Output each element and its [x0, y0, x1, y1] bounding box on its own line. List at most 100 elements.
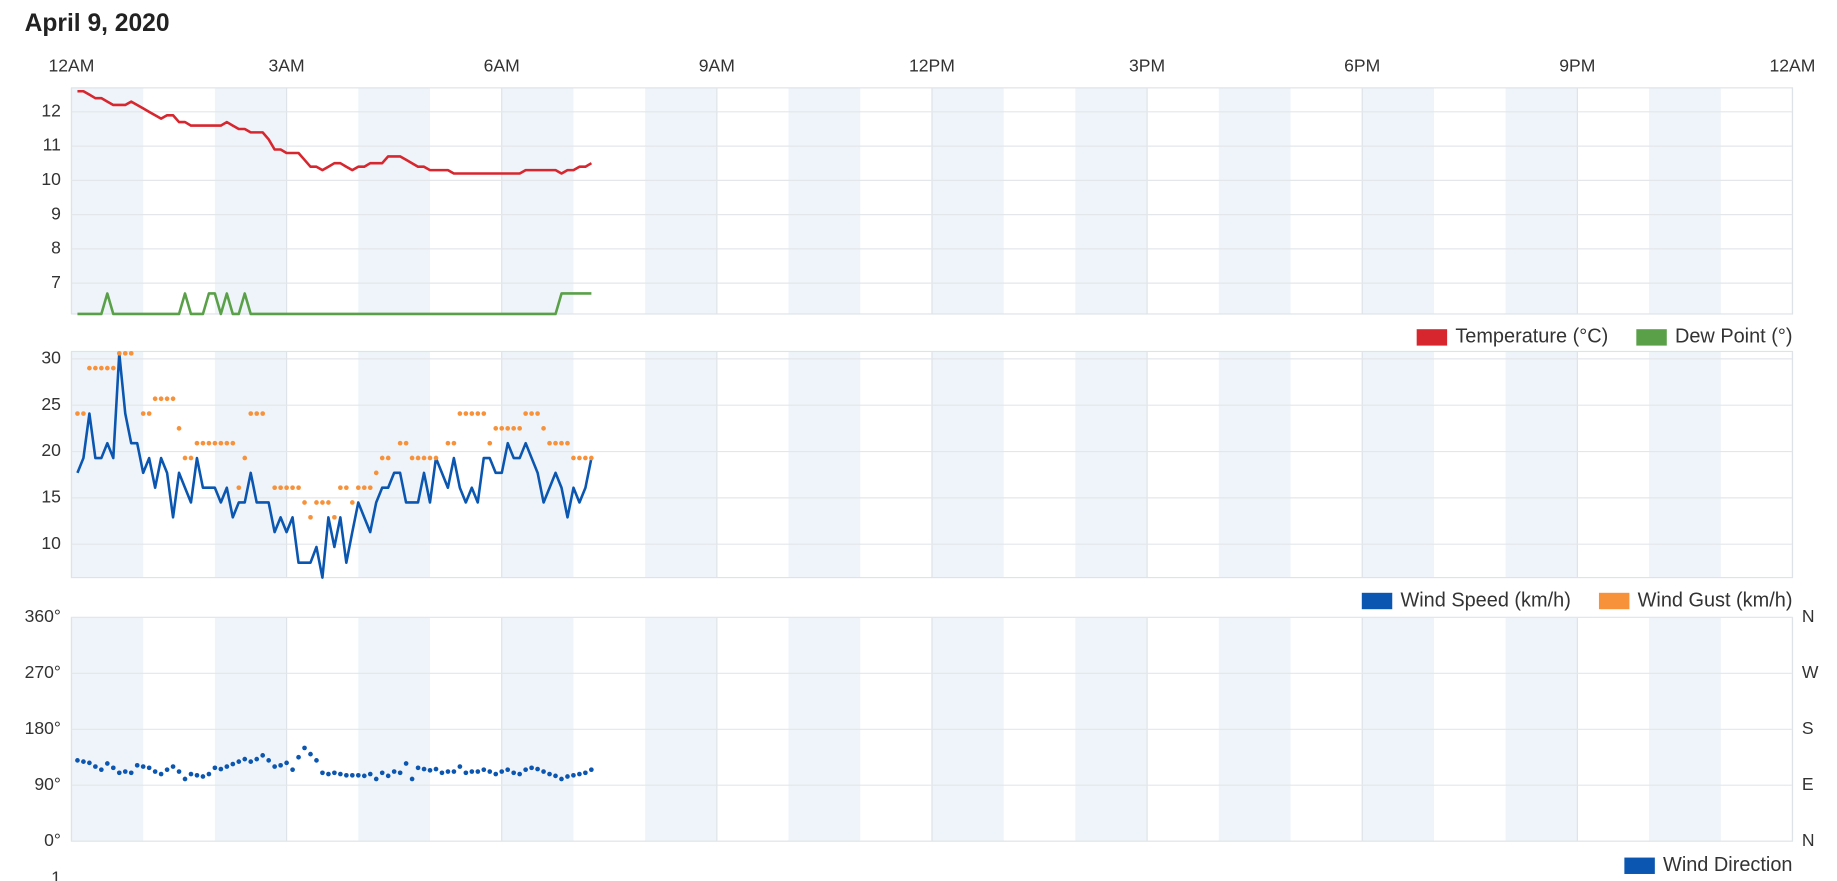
point — [487, 440, 493, 446]
x-tick-label: 12AM — [49, 55, 95, 75]
hour-band — [501, 87, 574, 314]
point — [75, 758, 80, 763]
hour-band — [1505, 87, 1578, 314]
y-tick-label: 9 — [51, 203, 61, 223]
point — [511, 770, 517, 776]
point — [75, 411, 80, 416]
hour-band — [358, 351, 431, 578]
point — [230, 761, 236, 767]
hour-band — [931, 351, 1004, 578]
point — [218, 766, 224, 772]
y-tick-label: 15 — [41, 487, 61, 507]
point — [373, 470, 379, 476]
point — [361, 773, 367, 779]
point — [188, 455, 194, 461]
point — [577, 455, 582, 461]
point — [529, 411, 534, 416]
hour-band — [788, 351, 861, 578]
point — [272, 485, 277, 491]
legend-label: Wind Gust (km/h) — [1638, 589, 1793, 611]
hour-band — [1218, 351, 1291, 578]
point — [535, 766, 540, 772]
point — [87, 365, 92, 371]
hour-band — [645, 87, 717, 314]
hour-band — [358, 87, 431, 314]
point — [296, 485, 301, 491]
point — [571, 455, 576, 461]
hour-band — [1362, 87, 1434, 314]
point — [499, 769, 505, 774]
point — [457, 411, 463, 416]
point — [344, 772, 349, 778]
point — [559, 776, 564, 782]
point — [391, 769, 397, 774]
point — [332, 770, 337, 776]
point — [439, 770, 445, 776]
point — [433, 455, 439, 461]
point — [559, 440, 564, 446]
point — [236, 759, 242, 764]
point — [164, 396, 170, 402]
point — [302, 500, 307, 505]
hour-band — [1075, 87, 1148, 314]
legend-swatch — [1624, 857, 1655, 874]
line — [77, 89, 593, 175]
point — [427, 455, 433, 461]
point — [176, 769, 182, 774]
hour-band — [1649, 87, 1721, 314]
point — [194, 772, 200, 778]
x-tick-label: 3AM — [269, 55, 305, 75]
point — [308, 751, 313, 757]
point — [134, 762, 140, 768]
point — [218, 440, 224, 446]
point — [254, 756, 260, 762]
point — [206, 771, 212, 777]
point — [529, 765, 534, 771]
point — [230, 440, 236, 446]
point — [493, 426, 499, 431]
point — [481, 411, 487, 416]
point — [314, 500, 319, 505]
point — [451, 440, 457, 446]
x-tick-label: 6PM — [1344, 55, 1380, 75]
hour-band — [71, 351, 144, 578]
point — [589, 767, 594, 773]
point — [511, 426, 517, 431]
point — [332, 514, 337, 520]
y2-tick-label: N — [1802, 606, 1815, 626]
point — [379, 770, 385, 776]
point — [93, 764, 98, 769]
y-tick-label: 360° — [25, 606, 61, 626]
hour-band — [214, 351, 287, 578]
point — [212, 765, 218, 771]
point — [547, 440, 552, 446]
point — [260, 753, 266, 758]
point — [355, 772, 361, 778]
point — [481, 767, 487, 773]
y2-tick-label: N — [1802, 830, 1815, 850]
y-tick-label: 12 — [41, 100, 61, 120]
point — [523, 767, 528, 773]
legend-label: Wind Speed (km/h) — [1400, 589, 1570, 611]
point — [475, 769, 481, 774]
point — [385, 773, 391, 779]
point — [116, 350, 122, 356]
y-tick-label: 270° — [25, 662, 61, 682]
point — [469, 411, 475, 416]
point — [403, 761, 409, 766]
x-tick-label: 12AM — [1770, 55, 1816, 75]
point — [104, 365, 110, 371]
point — [236, 485, 242, 491]
y-tick-label: 0° — [44, 830, 61, 850]
point — [397, 440, 403, 446]
y2-tick-label: E — [1802, 774, 1814, 794]
point — [493, 771, 499, 777]
point — [278, 762, 283, 768]
point — [535, 411, 540, 416]
point — [469, 769, 475, 774]
point — [290, 767, 295, 773]
point — [128, 350, 134, 356]
point — [457, 764, 463, 769]
y2-tick-label: W — [1802, 662, 1819, 682]
